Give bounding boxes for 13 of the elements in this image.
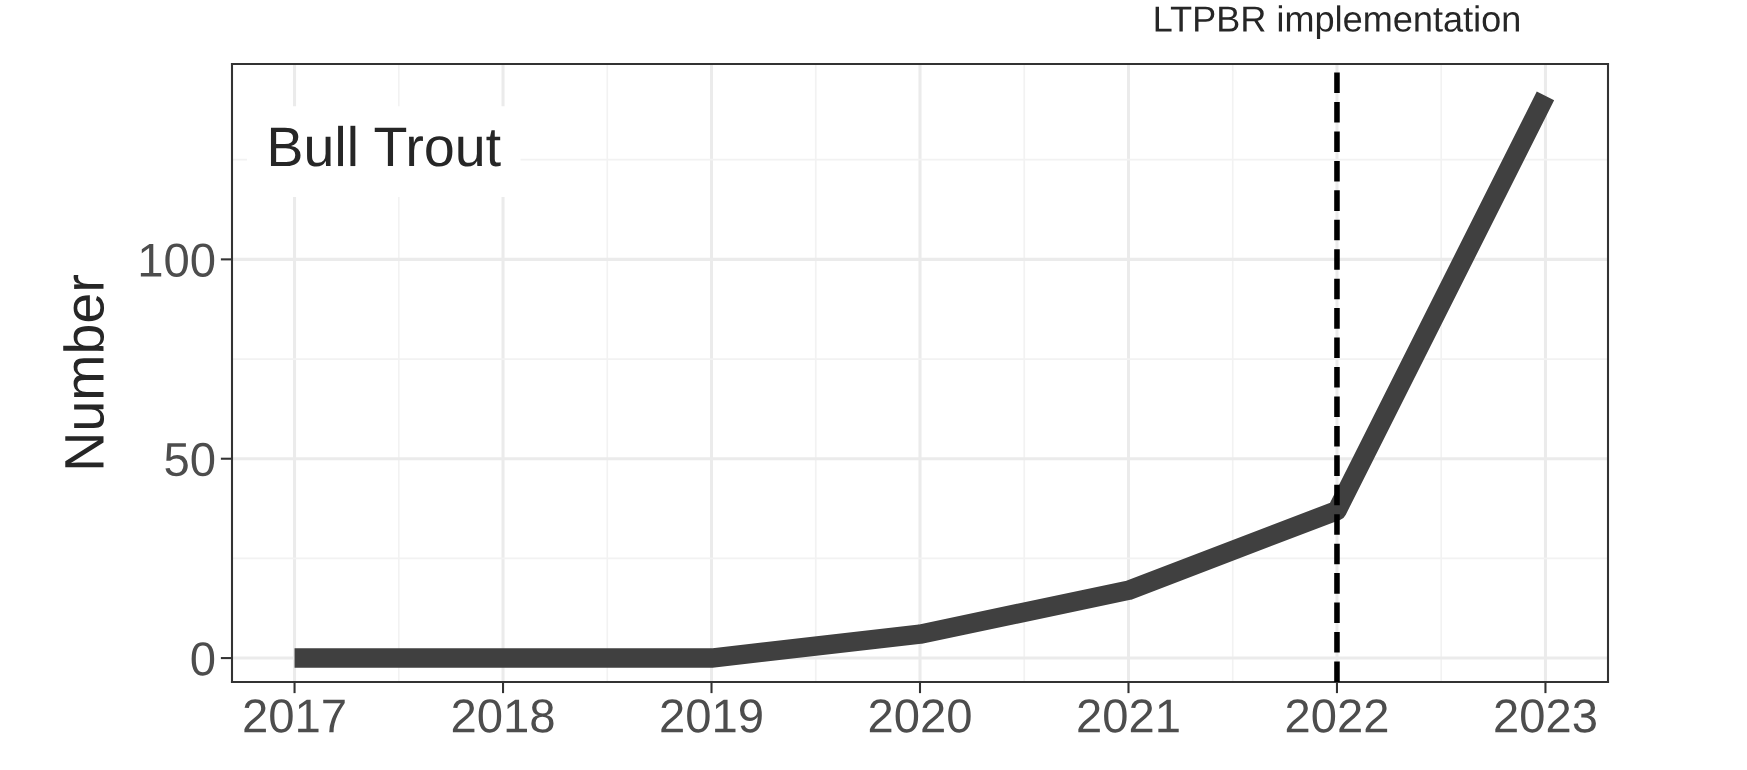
ref-line-label: LTPBR implementation bbox=[1155, 5, 1519, 39]
annotation: Bull Trout bbox=[270, 125, 501, 167]
x-tick-label: 2018 bbox=[452, 699, 554, 733]
x-tick-label: 2020 bbox=[869, 699, 971, 733]
x-tick-label: 2021 bbox=[1078, 699, 1179, 733]
y-tick-label: 0 bbox=[191, 642, 215, 676]
x-tick-label: 2019 bbox=[661, 699, 762, 733]
x-tick-label: 2017 bbox=[244, 699, 345, 733]
y-axis-title: Number bbox=[63, 275, 105, 468]
y-tick-label: 50 bbox=[165, 442, 215, 477]
y-tick-label: 100 bbox=[140, 243, 215, 277]
x-tick-label: 2022 bbox=[1286, 699, 1388, 733]
x-tick-label: 2023 bbox=[1495, 699, 1596, 733]
